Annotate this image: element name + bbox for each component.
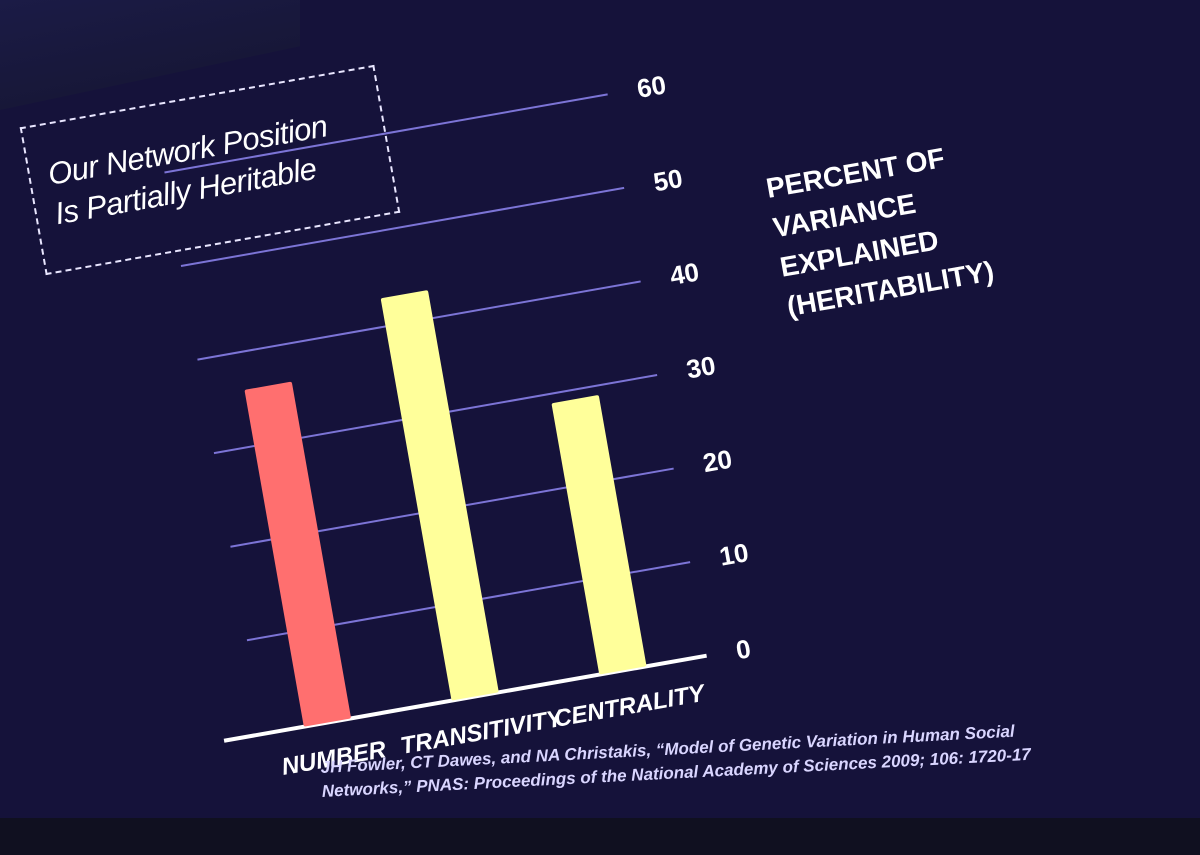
y-tick-label-30: 30 [684,350,718,385]
x-tick-label-centrality: CENTRALITY [552,680,708,733]
bar-number [244,381,351,727]
y-tick-label-20: 20 [701,444,735,479]
y-tick-label-50: 50 [651,163,685,198]
screen-bottom-edge [0,818,1200,855]
y-tick-label-10: 10 [717,537,751,572]
gridline-60 [164,93,608,174]
y-tick-label-0: 0 [734,633,753,665]
bar-transitivity [380,290,499,701]
gridline-50 [180,186,625,268]
bar-centrality [551,395,647,675]
y-tick-label-60: 60 [635,69,669,104]
y-tick-label-40: 40 [668,256,702,291]
y-axis-title-line-1: PERCENT OF [764,142,947,204]
